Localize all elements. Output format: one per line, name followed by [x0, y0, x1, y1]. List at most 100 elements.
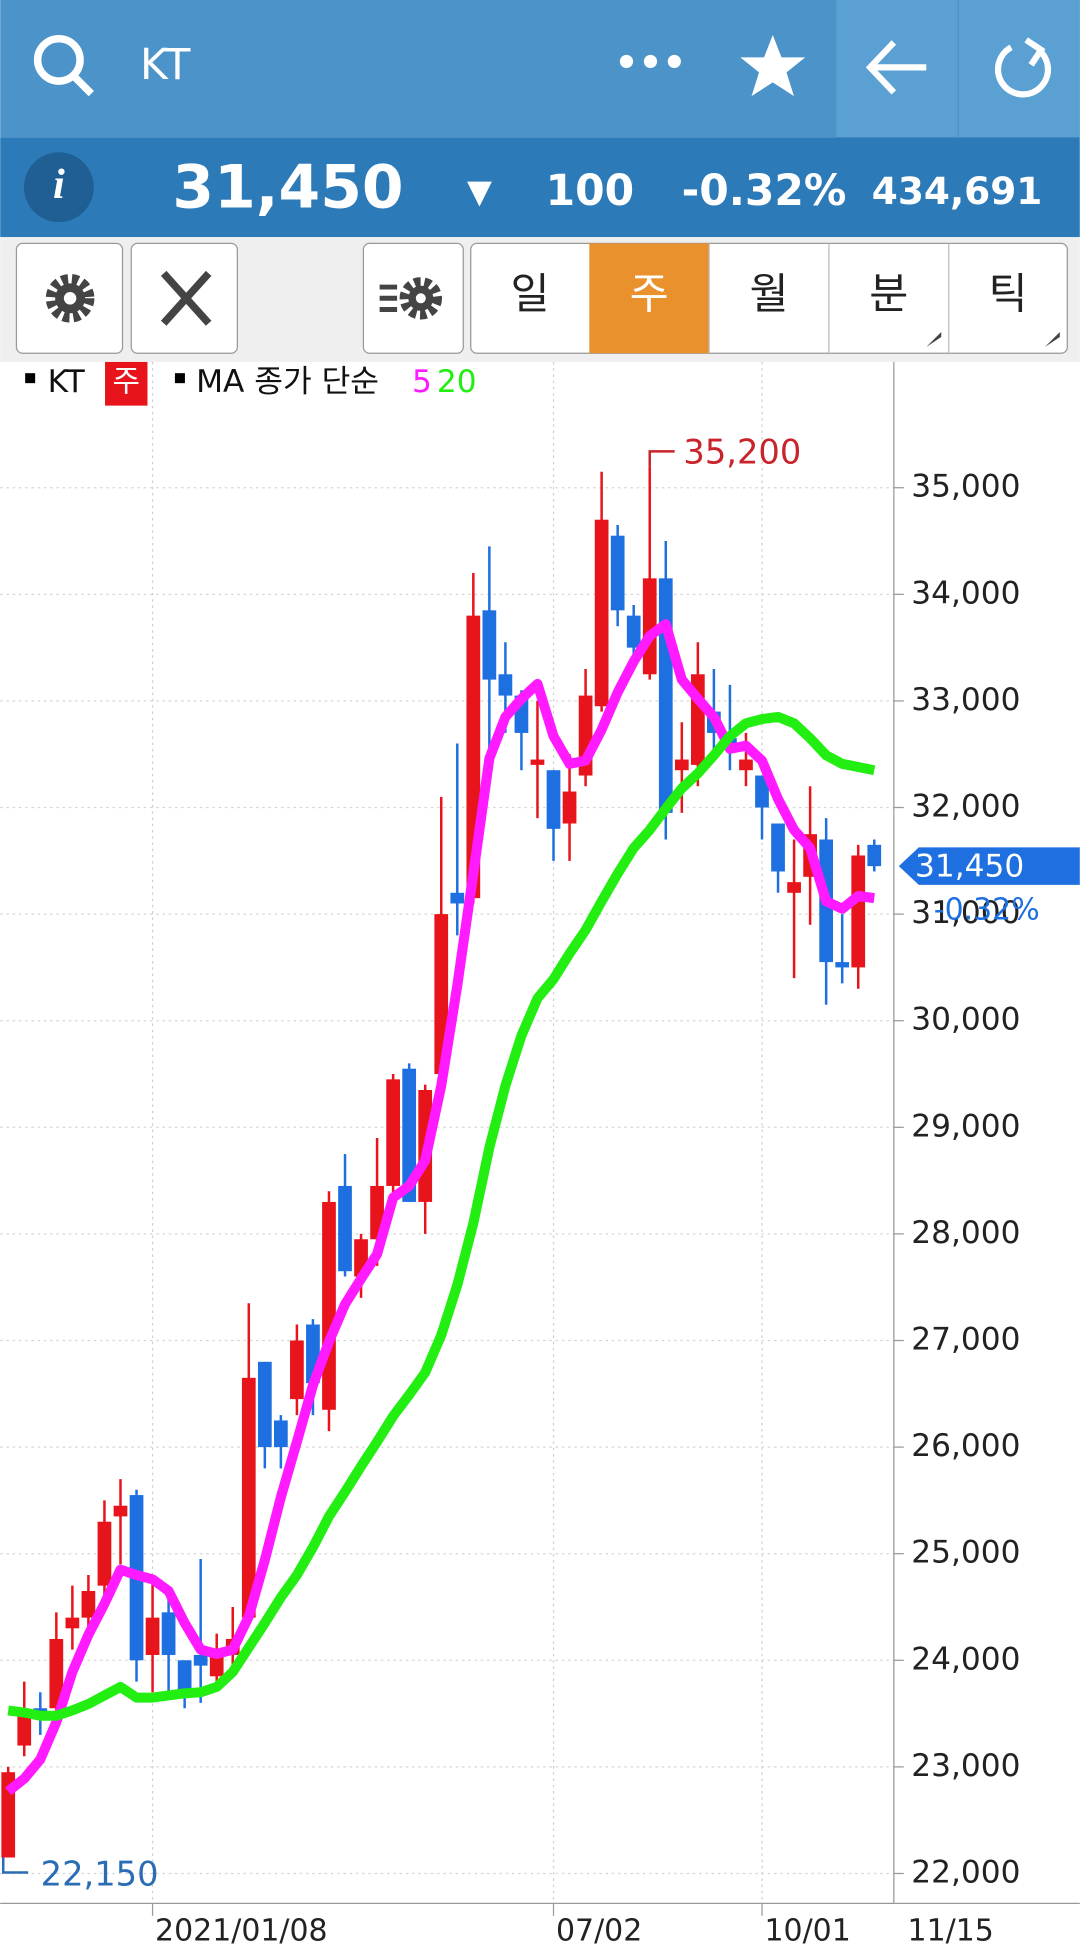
legend-square — [25, 373, 36, 384]
tab[interactable]: 일 — [510, 271, 549, 320]
candle-body — [322, 1201, 336, 1410]
candle-body — [49, 1638, 64, 1709]
tab[interactable]: 월 — [750, 271, 789, 320]
candle-body — [851, 855, 866, 968]
legend-entry: 20 — [437, 364, 477, 400]
y-tick-label: 24,000 — [911, 1641, 1020, 1677]
chart-area — [0, 361, 1080, 1904]
candle-body — [771, 823, 785, 872]
candle-body — [626, 615, 641, 648]
volume: 434,691 — [872, 169, 1043, 213]
candle-body — [274, 1420, 288, 1448]
candle-body — [674, 759, 689, 771]
x-end-label: 11/15 — [908, 1914, 994, 1949]
candle-body — [530, 759, 545, 765]
refresh-cell[interactable] — [958, 0, 1080, 138]
y-tick-label: 30,000 — [911, 1002, 1020, 1038]
tools-icon — [160, 270, 212, 326]
y-tick-label: 22,000 — [911, 1854, 1020, 1890]
candle-body — [177, 1660, 192, 1693]
candle-body — [498, 674, 513, 696]
candle-body — [161, 1612, 176, 1655]
candle-body — [482, 610, 497, 680]
y-tick-label: 25,000 — [911, 1535, 1020, 1571]
ma-line — [7, 711, 876, 1721]
candle-body — [755, 775, 769, 808]
candle-body — [209, 1654, 224, 1677]
candle-body — [193, 1654, 208, 1666]
price-tag — [898, 847, 1080, 885]
legend-symbol: KT — [48, 364, 86, 400]
candle-body — [546, 770, 561, 829]
refresh-icon[interactable] — [994, 37, 1052, 98]
y-tick-label: 31,000 — [911, 895, 1020, 931]
candle-body — [65, 1617, 80, 1629]
candle-body — [787, 882, 801, 893]
y-tick-label: 28,000 — [911, 1215, 1020, 1251]
indicator-icon — [379, 277, 443, 320]
x-tick-label: 07/02 — [556, 1914, 642, 1949]
low-label: 22,150 — [41, 1855, 159, 1894]
title: KT — [140, 41, 192, 90]
y-tick-label: 35,000 — [911, 469, 1020, 505]
candle-body — [113, 1505, 128, 1517]
tab[interactable]: 주 — [630, 271, 669, 320]
candle-body — [739, 759, 753, 771]
direction: ▼ — [467, 172, 492, 210]
candle-body — [562, 791, 577, 824]
legend-square — [174, 373, 185, 384]
candle-body — [97, 1521, 112, 1586]
change: 100 — [546, 167, 635, 216]
tab-corner — [1044, 331, 1060, 347]
candle-body — [257, 1361, 272, 1448]
candle-body — [610, 535, 625, 611]
quote-bar — [0, 137, 1080, 238]
high-marker — [648, 450, 675, 467]
x-tick-label: 10/01 — [764, 1914, 850, 1949]
search-icon[interactable] — [33, 34, 94, 97]
legend-entry: 5 — [412, 364, 432, 400]
y-tick-label: 23,000 — [911, 1748, 1020, 1784]
back-icon[interactable] — [865, 40, 927, 95]
x-tick-label: 2021/01/08 — [155, 1914, 328, 1949]
y-tick-label: 32,000 — [911, 789, 1020, 825]
y-tick-label: 33,000 — [911, 682, 1020, 718]
y-tick-label: 29,000 — [911, 1108, 1020, 1144]
legend-period: 주 — [112, 365, 140, 400]
change-pct: -0.32% — [682, 167, 847, 216]
tab-corner — [926, 331, 942, 347]
legend-ma: MA 종가 단순 — [196, 364, 379, 400]
candle-body — [338, 1185, 352, 1272]
candle-body — [386, 1079, 400, 1186]
candle-body — [450, 892, 465, 904]
legend-period-box — [105, 361, 148, 406]
candle-body — [290, 1340, 304, 1400]
tab[interactable]: 분 — [869, 271, 908, 320]
tab[interactable]: 틱 — [989, 271, 1028, 320]
menu-dots[interactable]: ••• — [615, 40, 687, 84]
gear-icon — [45, 273, 95, 323]
candle-body — [17, 1713, 32, 1746]
star-icon[interactable] — [740, 34, 806, 97]
candle-body — [145, 1617, 160, 1655]
low-marker — [1, 1857, 29, 1874]
change-tag-label: -0.32% — [934, 893, 1040, 928]
price: 31,450 — [172, 153, 403, 223]
tab-active[interactable] — [589, 243, 710, 354]
high-label: 35,200 — [683, 432, 801, 471]
candle-body — [241, 1377, 256, 1618]
candle-body — [658, 578, 673, 813]
candle-body — [402, 1068, 417, 1202]
x-axis-strip — [0, 1903, 1080, 1957]
info-button[interactable] — [23, 152, 94, 223]
ma-line — [5, 619, 875, 1796]
info-icon: i — [53, 161, 65, 208]
y-tick-label: 34,000 — [911, 575, 1020, 611]
y-tick-label: 26,000 — [911, 1428, 1020, 1464]
candle-body — [594, 519, 609, 707]
candle-body — [81, 1591, 96, 1618]
candle-body — [835, 962, 850, 968]
y-tick-label: 27,000 — [911, 1322, 1020, 1358]
